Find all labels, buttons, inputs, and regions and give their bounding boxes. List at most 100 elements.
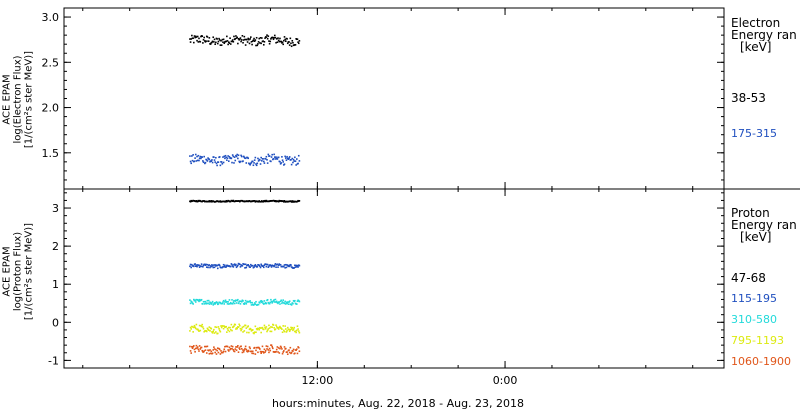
data-point xyxy=(290,45,293,48)
data-point xyxy=(242,300,244,302)
data-point xyxy=(250,304,253,306)
data-point xyxy=(277,200,280,203)
data-point xyxy=(281,352,284,355)
data-point xyxy=(286,42,289,45)
data-point xyxy=(236,36,239,39)
data-point xyxy=(251,160,254,163)
data-point xyxy=(228,299,231,301)
data-point xyxy=(264,200,267,203)
data-point xyxy=(258,347,261,349)
data-point xyxy=(250,328,252,330)
data-point xyxy=(223,325,226,327)
top-panel-y-axis-title: ACE EPAM log(Electron Flux) [1/(cm²s ste… xyxy=(2,40,35,160)
data-point xyxy=(257,327,260,330)
data-point xyxy=(267,301,270,304)
data-point xyxy=(247,37,250,40)
data-point xyxy=(283,36,286,38)
data-point xyxy=(260,156,262,159)
data-point xyxy=(249,347,251,350)
data-point xyxy=(196,346,199,348)
data-point xyxy=(223,303,226,305)
data-point xyxy=(216,267,219,270)
data-point xyxy=(254,39,257,41)
data-point xyxy=(286,38,288,40)
data-point xyxy=(227,303,230,305)
data-point xyxy=(196,265,198,268)
data-point xyxy=(240,345,242,348)
data-point xyxy=(253,264,256,267)
data-point xyxy=(295,164,297,166)
data-point xyxy=(275,350,277,353)
data-point xyxy=(211,300,214,303)
data-point xyxy=(281,156,283,158)
data-point xyxy=(194,265,197,268)
data-point xyxy=(270,266,273,268)
data-point xyxy=(226,327,229,330)
data-point xyxy=(237,302,240,305)
data-point xyxy=(204,303,206,305)
data-point xyxy=(271,326,273,329)
data-point xyxy=(237,351,240,353)
data-point xyxy=(285,331,288,333)
data-point xyxy=(255,331,257,334)
data-point xyxy=(230,302,233,305)
data-point xyxy=(277,351,279,353)
data-point xyxy=(272,300,275,302)
x-tick-label: 0:00 xyxy=(493,374,518,387)
data-point xyxy=(244,347,246,350)
data-point xyxy=(189,41,192,43)
data-point xyxy=(198,264,200,266)
data-point xyxy=(260,263,262,266)
data-point xyxy=(216,38,218,40)
data-point xyxy=(278,352,281,354)
data-point xyxy=(214,326,216,328)
data-point xyxy=(212,349,215,351)
data-point xyxy=(287,303,290,305)
data-point xyxy=(199,40,202,43)
y-title-line: log(Electron Flux) xyxy=(12,55,24,144)
data-point xyxy=(217,351,220,354)
x-tick-label: 12:00 xyxy=(302,374,334,387)
data-point xyxy=(276,158,279,160)
data-point xyxy=(244,44,247,46)
data-point xyxy=(216,332,219,335)
data-point xyxy=(200,325,203,328)
data-point xyxy=(286,301,289,303)
data-point xyxy=(268,347,271,350)
data-point xyxy=(282,43,285,46)
data-point xyxy=(280,299,283,302)
data-point xyxy=(285,266,288,269)
data-point xyxy=(298,300,301,303)
data-point xyxy=(208,303,211,305)
data-point xyxy=(255,164,258,167)
data-point xyxy=(276,41,279,43)
data-point xyxy=(243,263,246,266)
data-point xyxy=(205,330,208,333)
data-point xyxy=(189,155,191,157)
data-point xyxy=(193,41,195,44)
data-point xyxy=(214,264,216,266)
data-point xyxy=(234,159,237,162)
data-point xyxy=(244,38,246,41)
data-point xyxy=(248,331,250,334)
data-point xyxy=(234,348,237,350)
data-point xyxy=(191,263,193,266)
data-point xyxy=(222,266,224,268)
data-point xyxy=(279,163,282,165)
data-point xyxy=(214,43,216,46)
x-axis-title: hours:minutes, Aug. 22, 2018 - Aug. 23, … xyxy=(272,397,525,410)
data-point xyxy=(291,157,294,160)
data-point xyxy=(279,264,282,266)
data-point xyxy=(242,160,244,162)
data-point xyxy=(297,41,299,43)
data-point xyxy=(281,331,284,334)
data-point xyxy=(294,156,296,159)
data-point xyxy=(213,328,215,331)
data-point xyxy=(230,157,233,160)
data-point xyxy=(277,327,279,329)
data-point xyxy=(284,40,287,43)
data-point xyxy=(294,330,297,332)
data-point xyxy=(219,44,222,46)
data-point xyxy=(266,263,269,266)
data-point xyxy=(194,157,196,159)
